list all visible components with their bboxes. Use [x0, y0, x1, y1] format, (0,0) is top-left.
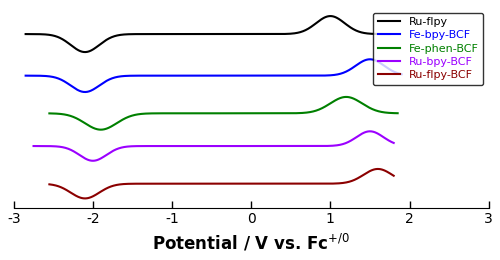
- Fe-bpy-BCF: [252, 74, 258, 77]
- Fe-bpy-BCF: [347, 68, 353, 71]
- Fe-bpy-BCF: [367, 58, 373, 61]
- Ru-flpy: [22, 32, 28, 36]
- Ru-bpy-BCF: [341, 142, 347, 145]
- Fe-phen-BCF: [268, 112, 274, 115]
- Ru-flpy-BCF: [390, 174, 396, 177]
- Fe-bpy-BCF: [22, 74, 28, 77]
- Fe-bpy-BCF: [82, 90, 88, 94]
- Ru-bpy-BCF: [250, 145, 256, 148]
- Ru-flpy-BCF: [256, 182, 262, 185]
- Ru-flpy-BCF: [82, 197, 88, 200]
- Line: Ru-flpy: Ru-flpy: [26, 16, 390, 52]
- Fe-phen-BCF: [394, 112, 400, 115]
- Line: Fe-phen-BCF: Fe-phen-BCF: [50, 97, 398, 130]
- Ru-flpy: [45, 33, 51, 36]
- Legend: Ru-flpy, Fe-bpy-BCF, Fe-phen-BCF, Ru-bpy-BCF, Ru-flpy-BCF: Ru-flpy, Fe-bpy-BCF, Fe-phen-BCF, Ru-bpy…: [373, 12, 483, 85]
- Fe-phen-BCF: [258, 112, 264, 115]
- Ru-bpy-BCF: [240, 145, 246, 148]
- Ru-flpy-BCF: [68, 191, 73, 194]
- Fe-phen-BCF: [46, 112, 52, 115]
- Fe-phen-BCF: [311, 110, 317, 113]
- Fe-phen-BCF: [98, 128, 104, 131]
- Fe-phen-BCF: [343, 95, 349, 99]
- X-axis label: Potential / V vs. Fc$^{+/0}$: Potential / V vs. Fc$^{+/0}$: [152, 232, 350, 253]
- Ru-flpy-BCF: [375, 167, 381, 171]
- Ru-bpy-BCF: [390, 141, 396, 145]
- Fe-phen-BCF: [347, 96, 353, 99]
- Ru-bpy-BCF: [367, 130, 373, 133]
- Ru-flpy: [386, 32, 392, 36]
- Ru-flpy: [244, 32, 250, 36]
- Ru-flpy-BCF: [308, 182, 314, 185]
- Ru-flpy-BCF: [46, 183, 52, 186]
- Fe-phen-BCF: [249, 112, 255, 115]
- Ru-bpy-BCF: [30, 145, 36, 148]
- Ru-bpy-BCF: [90, 159, 96, 162]
- Line: Ru-flpy-BCF: Ru-flpy-BCF: [50, 169, 394, 198]
- Fe-bpy-BCF: [398, 73, 404, 76]
- Fe-bpy-BCF: [262, 74, 268, 77]
- Fe-bpy-BCF: [242, 74, 248, 77]
- Ru-bpy-BCF: [52, 145, 59, 148]
- Ru-flpy: [299, 30, 305, 33]
- Ru-flpy: [328, 15, 334, 18]
- Ru-flpy: [337, 18, 343, 21]
- Ru-bpy-BCF: [260, 145, 266, 148]
- Ru-flpy-BCF: [344, 181, 349, 184]
- Ru-flpy: [255, 32, 261, 36]
- Ru-bpy-BCF: [304, 145, 310, 148]
- Ru-flpy-BCF: [247, 182, 253, 185]
- Ru-flpy: [82, 50, 88, 54]
- Fe-phen-BCF: [68, 114, 73, 118]
- Fe-bpy-BCF: [308, 74, 314, 77]
- Ru-flpy-BCF: [266, 182, 272, 185]
- Fe-bpy-BCF: [46, 75, 52, 78]
- Line: Ru-bpy-BCF: Ru-bpy-BCF: [34, 131, 394, 161]
- Ru-flpy: [234, 32, 240, 36]
- Line: Fe-bpy-BCF: Fe-bpy-BCF: [26, 59, 402, 92]
